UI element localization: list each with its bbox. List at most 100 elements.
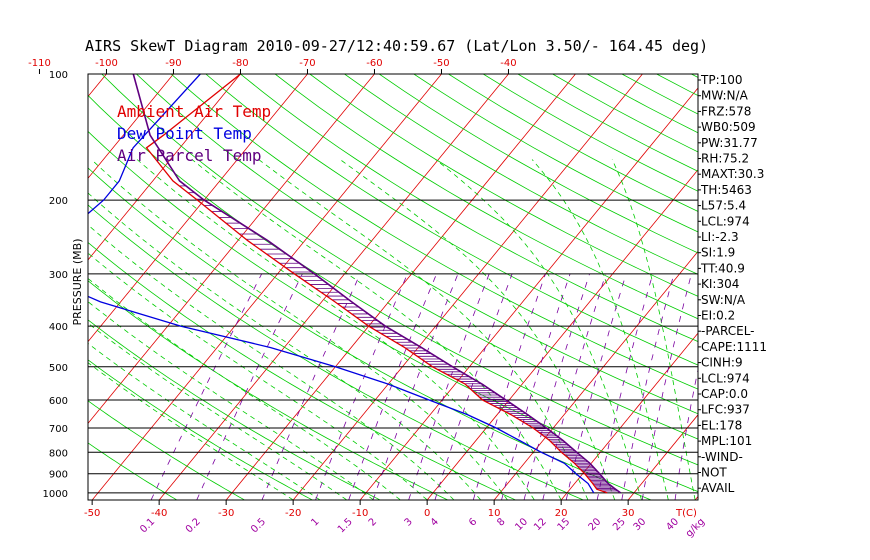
mixing-ratio-label: 0.5 — [249, 516, 268, 535]
dry-adiabat — [88, 204, 584, 500]
dry-adiabat — [88, 94, 698, 466]
dry-adiabat — [136, 74, 698, 415]
pressure-tick-label: 500 — [49, 363, 68, 374]
bottom-axis-label: T(C) — [675, 508, 697, 519]
isotherm-line — [88, 74, 174, 179]
index-label: KI:304 — [701, 277, 739, 291]
mixing-ratio-line — [472, 273, 546, 500]
mixing-ratio-unit-label: g/kg — [684, 516, 707, 539]
isotherm-line — [88, 74, 308, 343]
index-label: -WIND- — [701, 450, 743, 464]
isotherm-line — [829, 74, 870, 500]
index-label: SI:1.9 — [701, 246, 735, 260]
index-label: -PARCEL- — [701, 324, 755, 338]
dry-adiabat — [517, 74, 698, 172]
top-temp-tick-label: -90 — [165, 58, 181, 69]
index-label: MPL:101 — [701, 434, 752, 448]
pressure-tick-label: 700 — [49, 424, 68, 435]
index-label: MAXT:30.3 — [701, 167, 764, 181]
bottom-temp-tick-label: 20 — [555, 508, 568, 519]
dry-adiabat — [378, 74, 698, 254]
legend: Ambient Air Temp Dew Point Temp Air Parcel… — [117, 102, 271, 165]
mixing-ratio-line — [523, 273, 590, 500]
parcel-temp-line — [132, 74, 622, 494]
moist-adiabat — [91, 159, 508, 500]
index-label: AVAIL — [701, 481, 735, 495]
pressure-tick-label: 800 — [49, 448, 68, 459]
index-label: MW:N/A — [701, 89, 749, 103]
dry-adiabat — [170, 74, 698, 390]
mixing-ratio-label: 8 — [495, 516, 507, 528]
index-label: TH:5463 — [700, 183, 752, 197]
index-label: CAP:0.0 — [701, 387, 748, 401]
mixing-ratio-label: 4 — [429, 516, 441, 528]
moist-adiabat — [88, 192, 482, 500]
top-temp-tick-label: -70 — [299, 58, 315, 69]
legend-entry: Air Parcel Temp — [117, 146, 262, 165]
pressure-tick-label: 900 — [49, 470, 68, 481]
index-label: LCL:974 — [701, 214, 750, 228]
top-temp-tick-label: -50 — [433, 58, 449, 69]
cape-hatch — [179, 185, 619, 492]
dry-adiabat — [101, 74, 698, 440]
top-temp-tick-label: -110 — [28, 58, 51, 69]
dry-adiabat — [274, 74, 698, 320]
mixing-ratio-line — [542, 273, 607, 500]
dry-adiabat — [88, 280, 448, 500]
dry-adiabat — [309, 74, 698, 297]
bottom-temp-tick-label: 30 — [622, 508, 635, 519]
index-label: NOT — [701, 466, 727, 480]
mixing-ratio-line — [408, 273, 490, 500]
mixing-ratio-line — [621, 273, 675, 500]
isotherm-line — [88, 74, 375, 424]
index-label: WB0:509 — [701, 120, 756, 134]
moist-adiabat — [531, 159, 669, 500]
dry-adiabat — [344, 74, 698, 275]
pressure-tick-label: 600 — [49, 396, 68, 407]
top-temp-tick-label: -100 — [95, 58, 118, 69]
mixing-ratio-label: 2 — [367, 516, 379, 528]
axes: 1002003004005006007008009001000-120-110-… — [28, 58, 707, 540]
mixing-ratio-label: 0.1 — [138, 516, 157, 535]
bottom-temp-tick-label: -40 — [151, 508, 167, 519]
isotherm-line — [359, 87, 698, 500]
mixing-ratio-label: 20 — [587, 516, 604, 533]
isotherm-line — [91, 74, 442, 500]
dry-adiabat — [205, 74, 698, 366]
index-label: LFC:937 — [701, 403, 750, 417]
isotherm-line — [225, 74, 576, 500]
profile-lines — [88, 74, 622, 494]
dewpoint-line — [88, 74, 595, 494]
index-label: LCL:974 — [701, 371, 750, 385]
pressure-tick-label: 1000 — [43, 489, 68, 500]
chart-title: AIRS SkewT Diagram 2010-09-27/12:40:59.6… — [85, 37, 708, 55]
mixing-ratio-line — [596, 273, 654, 500]
dry-adiabat — [240, 74, 698, 343]
mixing-ratio-label: 6 — [467, 516, 479, 528]
background-grid — [0, 74, 870, 500]
dry-adiabat — [88, 241, 516, 500]
y-axis-label: PRESSURE (MB) — [71, 239, 84, 326]
bottom-temp-tick-label: 10 — [488, 508, 501, 519]
dry-adiabat — [88, 359, 313, 500]
index-label: EL:178 — [701, 418, 742, 432]
top-temp-tick-label: -40 — [500, 58, 516, 69]
isotherm-line — [0, 74, 39, 500]
bottom-temp-tick-label: 0 — [424, 508, 430, 519]
pressure-tick-label: 400 — [49, 322, 68, 333]
moist-adiabat — [88, 224, 455, 500]
index-label: RH:75.2 — [701, 152, 749, 166]
dry-adiabat — [88, 319, 381, 500]
mixing-ratio-label: 0.2 — [184, 516, 203, 535]
dry-adiabat — [656, 74, 698, 97]
isotherm-line — [88, 74, 107, 98]
moist-adiabat — [435, 159, 642, 500]
moist-adiabat — [191, 159, 562, 500]
moist-adiabat — [88, 252, 428, 500]
pressure-tick-label: 300 — [49, 270, 68, 281]
mixing-ratio-line — [501, 273, 571, 500]
isotherm-line — [627, 414, 698, 500]
bottom-temp-tick-label: -10 — [352, 508, 368, 519]
isotherm-line — [762, 74, 870, 500]
